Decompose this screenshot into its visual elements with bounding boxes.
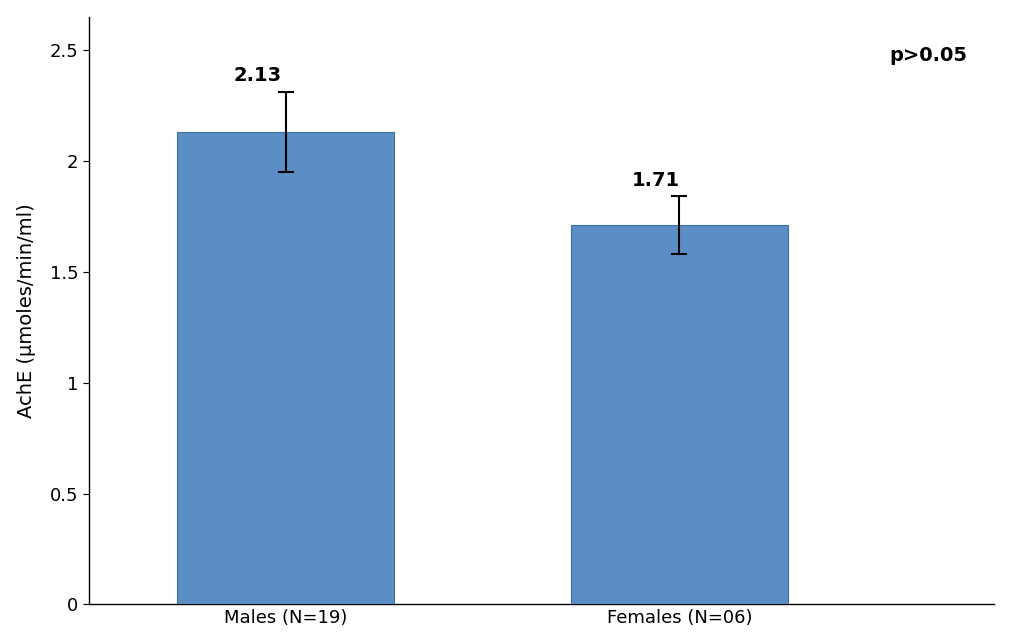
Text: 1.71: 1.71 xyxy=(632,171,679,190)
Y-axis label: AchE (μmoles/min/ml): AchE (μmoles/min/ml) xyxy=(16,204,35,418)
Bar xyxy=(571,225,788,605)
Text: p>0.05: p>0.05 xyxy=(889,46,968,65)
Text: 2.13: 2.13 xyxy=(234,66,282,86)
Bar xyxy=(177,132,394,605)
